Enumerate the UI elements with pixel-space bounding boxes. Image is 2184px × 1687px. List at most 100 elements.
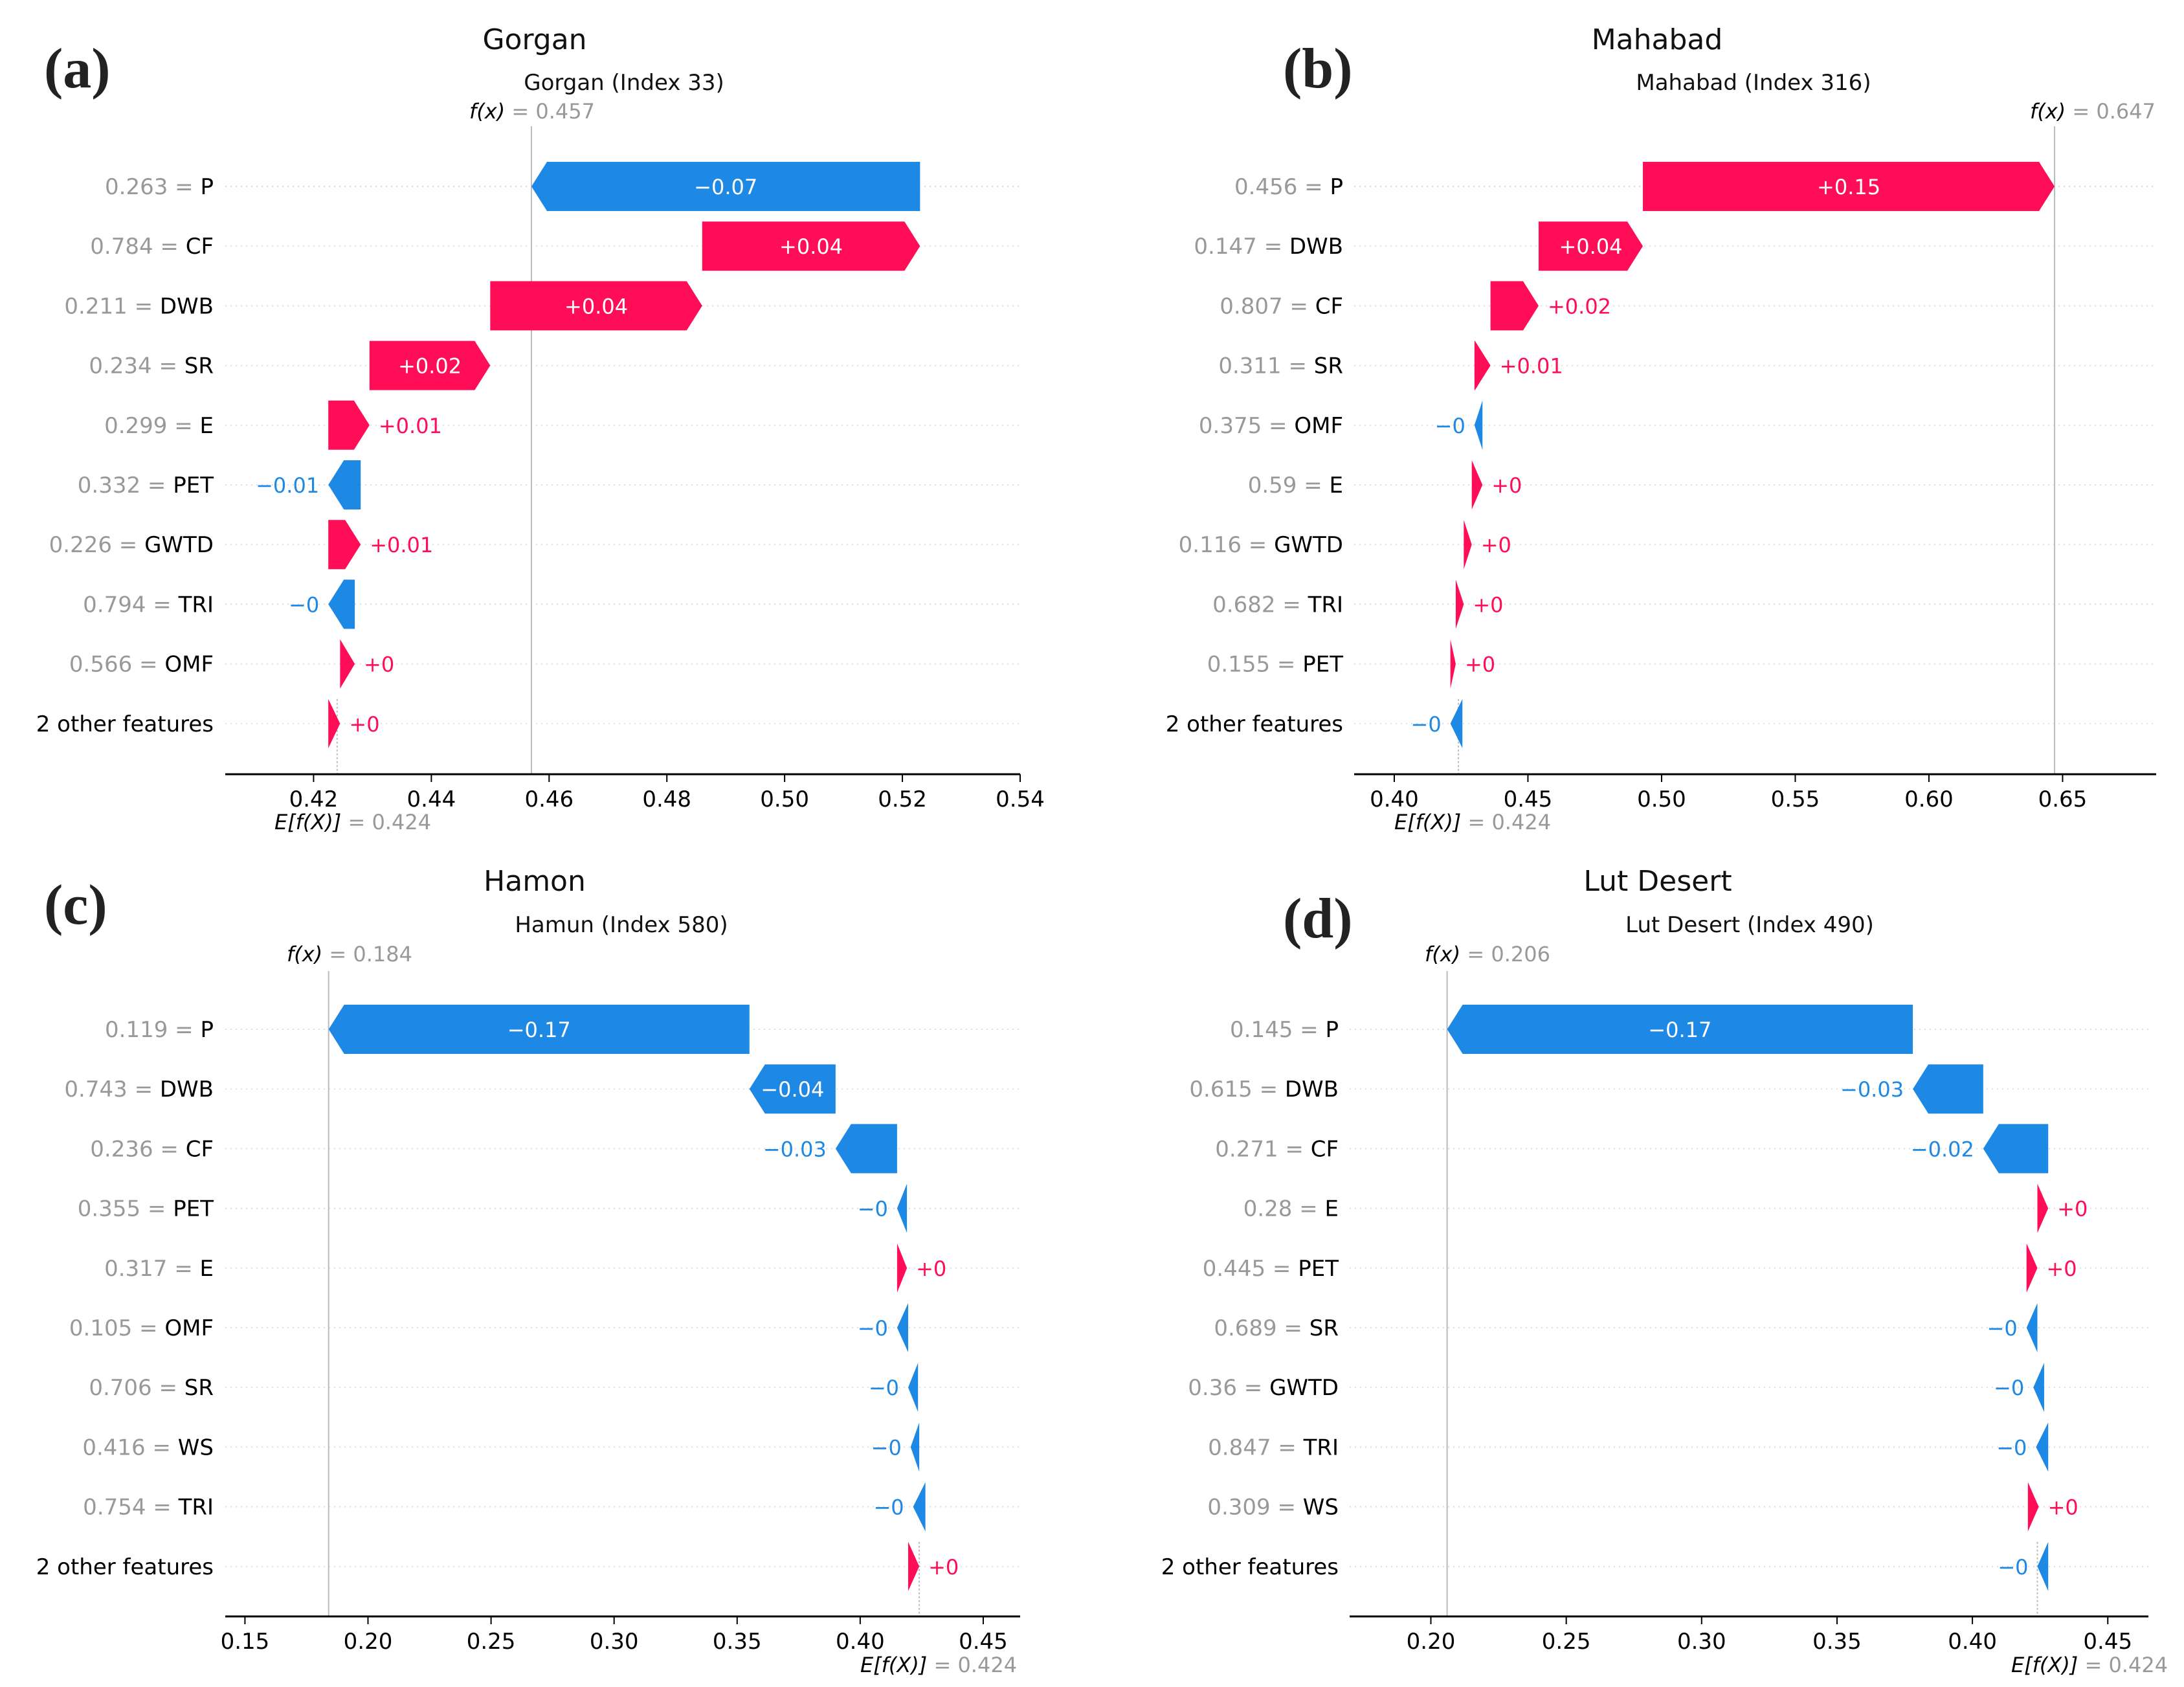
- feature-label: 2 other features: [36, 711, 214, 737]
- bar-value-label: −0.17: [1648, 1018, 1711, 1042]
- panel-a: (a) Gorgan Gorgan (Index 33) −0.07 0.263 = P…: [36, 23, 1045, 834]
- bar-ws: [910, 1422, 920, 1472]
- feature-name: PET: [173, 1196, 214, 1222]
- feature-value: 0.28 =: [1243, 1196, 1325, 1222]
- feature-value: 0.754 =: [83, 1495, 178, 1521]
- x-tick-label: 0.40: [836, 1629, 885, 1655]
- bar-omf: [340, 639, 355, 689]
- x-tick-label: 0.35: [1812, 1629, 1862, 1655]
- bar-dwb: [1538, 221, 1644, 271]
- feature-label: 0.375 = OMF: [1199, 413, 1343, 439]
- bar-tri: [913, 1482, 926, 1532]
- feature-value: 0.416 =: [82, 1435, 177, 1460]
- feature-label: 0.807 = CF: [1220, 293, 1343, 319]
- base-value-label: E[f(X)] = 0.424: [860, 1653, 1017, 1677]
- feature-value: 0.226 =: [49, 532, 144, 558]
- feature-name: DWB: [1285, 1077, 1339, 1102]
- bar-gwtd: [2033, 1363, 2044, 1413]
- bar-ws: [2027, 1482, 2039, 1532]
- bar-dwb: [749, 1064, 836, 1114]
- output-symbol: f(x): [469, 99, 505, 124]
- x-tick-label: 0.20: [344, 1629, 393, 1655]
- bar-value-label: +0: [1465, 653, 1495, 677]
- feature-name: WS: [1303, 1495, 1339, 1521]
- bar-value-label: +0: [916, 1257, 946, 1281]
- x-tick-label: 0.50: [760, 787, 809, 812]
- feature-value: 0.116 =: [1179, 532, 1274, 558]
- feature-label: 0.234 = SR: [89, 353, 214, 379]
- feature-label: 0.155 = PET: [1207, 652, 1343, 678]
- feature-value: 0.299 =: [104, 413, 199, 439]
- bar-e: [328, 400, 370, 450]
- feature-value: 0.155 =: [1207, 652, 1302, 678]
- bar-value-label: +0: [928, 1555, 959, 1580]
- bar-cf: [1490, 281, 1539, 331]
- bar-value-label: −0: [1998, 1555, 2028, 1580]
- feature-label: 0.311 = SR: [1218, 353, 1343, 379]
- feature-value: 0.332 =: [78, 473, 173, 498]
- feature-value: 0.847 =: [1208, 1435, 1303, 1460]
- bar-dwb: [490, 281, 702, 331]
- bar-e: [2037, 1183, 2049, 1233]
- feature-label: 0.456 = P: [1234, 174, 1343, 200]
- base-symbol: E[f(X)]: [860, 1653, 927, 1677]
- bar-p: [1643, 162, 2055, 211]
- x-tick-label: 0.45: [1504, 787, 1553, 812]
- feature-label: 0.116 = GWTD: [1179, 532, 1343, 558]
- bar-value-label: +0.02: [1548, 294, 1611, 318]
- feature-value: 0.689 =: [1214, 1315, 1309, 1341]
- feature-name: 2 other features: [36, 711, 214, 737]
- x-tick-label: 0.55: [1771, 787, 1820, 812]
- bar-value-label: −0.01: [256, 473, 319, 498]
- bar-e: [1471, 460, 1483, 509]
- feature-name: SR: [184, 1375, 214, 1401]
- bar-omf: [897, 1303, 909, 1352]
- bar-value-label: +0: [349, 712, 379, 737]
- feature-name: WS: [178, 1435, 214, 1460]
- bar-value-label: −0.02: [1911, 1137, 1974, 1161]
- feature-value: 0.317 =: [104, 1256, 199, 1282]
- bar-sr: [369, 341, 491, 390]
- bar-value-label: −0: [858, 1316, 888, 1341]
- feature-value: 0.271 =: [1215, 1136, 1310, 1162]
- feature-name: CF: [186, 1136, 214, 1162]
- feature-name: DWB: [160, 293, 214, 319]
- feature-name: 2 other features: [36, 1554, 214, 1580]
- feature-name: 2 other features: [1166, 711, 1343, 737]
- feature-label: 0.355 = PET: [78, 1196, 214, 1222]
- feature-label: 2 other features: [36, 1554, 214, 1580]
- bar-tri: [1455, 579, 1464, 629]
- feature-name: GWTD: [1274, 532, 1343, 558]
- bar-value-label: +0: [1491, 473, 1522, 498]
- base-symbol: E[f(X)]: [274, 810, 341, 834]
- bar-value-label: +0.04: [564, 294, 628, 318]
- feature-name: DWB: [160, 1077, 214, 1102]
- output-symbol: f(x): [2030, 99, 2066, 124]
- feature-name: E: [200, 413, 214, 439]
- feature-name: CF: [1311, 1136, 1339, 1162]
- panel-d: (d) Lut Desert Lut Desert (Index 490) −0.17…: [1161, 865, 2168, 1677]
- panel-subtitle: Mahabad (Index 316): [1636, 70, 1871, 96]
- bar-tri: [2036, 1422, 2049, 1472]
- feature-label: 0.784 = CF: [90, 234, 214, 260]
- base-value: = 0.424: [341, 810, 431, 834]
- bar-value-label: +0.02: [398, 354, 462, 379]
- x-tick-label: 0.30: [1677, 1629, 1726, 1655]
- bar-value-label: +0: [364, 653, 394, 677]
- feature-label: 2 other features: [1166, 711, 1343, 737]
- feature-label: 0.119 = P: [105, 1017, 214, 1043]
- bar-value-label: −0: [871, 1435, 902, 1460]
- feature-value: 0.311 =: [1218, 353, 1313, 379]
- bar-sr: [908, 1363, 919, 1413]
- base-value: = 0.424: [927, 1653, 1017, 1677]
- feature-name: OMF: [1294, 413, 1343, 439]
- panel-subtitle: Lut Desert (Index 490): [1625, 912, 1874, 938]
- feature-value: 0.36 =: [1188, 1375, 1269, 1401]
- feature-value: 0.211 =: [64, 293, 159, 319]
- bar-value-label: −0: [858, 1197, 888, 1222]
- bar-value-label: −0: [1996, 1435, 2027, 1460]
- feature-value: 0.119 =: [105, 1017, 200, 1043]
- x-tick-label: 0.46: [524, 787, 574, 812]
- feature-name: SR: [1309, 1315, 1339, 1341]
- bar-value-label: +0: [1473, 592, 1503, 617]
